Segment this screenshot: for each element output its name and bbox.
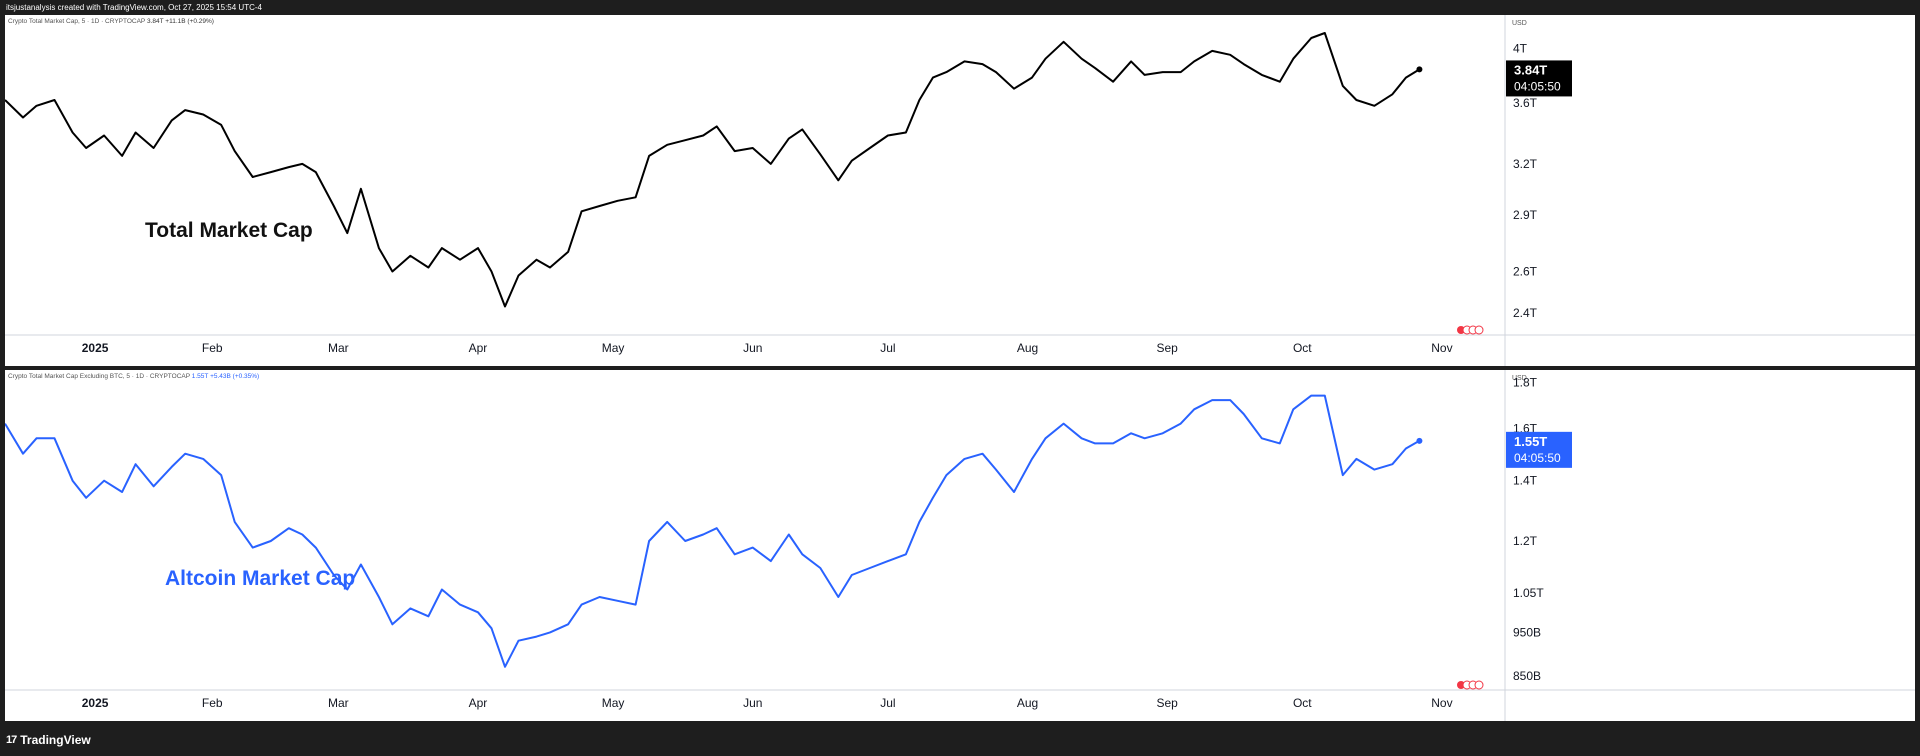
- x-tick-label: Jul: [880, 341, 895, 355]
- y-tick-label: 2.4T: [1513, 306, 1538, 320]
- x-tick-label: Nov: [1431, 341, 1452, 355]
- series-legend: Crypto Total Market Cap Excluding BTC, 5…: [8, 373, 259, 380]
- x-tick-label: May: [602, 341, 625, 355]
- bar-countdown-label: 04:05:50: [1514, 79, 1561, 93]
- x-tick-label: Jun: [743, 341, 762, 355]
- tradingview-logo-icon: 17: [6, 734, 17, 746]
- x-tick-label: Sep: [1156, 341, 1178, 355]
- y-tick-label: 3.6T: [1513, 96, 1538, 110]
- total-market-cap-chart[interactable]: Crypto Total Market Cap, 5 · 1D · CRYPTO…: [5, 15, 1915, 366]
- y-tick-label: 4T: [1513, 41, 1528, 55]
- y-tick-label: 850B: [1513, 669, 1541, 683]
- y-tick-label: 2.6T: [1513, 264, 1538, 278]
- chart-credit-header: itsjustanalysis created with TradingView…: [0, 0, 1920, 15]
- bar-countdown-label: 04:05:50: [1514, 451, 1561, 465]
- x-tick-label: Mar: [328, 696, 349, 710]
- series-legend-values: 3.84T +11.1B (+0.29%): [147, 18, 214, 25]
- x-tick-label: Mar: [328, 341, 349, 355]
- last-price-label: 3.84T: [1514, 62, 1547, 77]
- altcoin-market-cap-pane[interactable]: Crypto Total Market Cap Excluding BTC, 5…: [5, 370, 1915, 721]
- x-tick-label: May: [602, 696, 625, 710]
- events-flag-icon[interactable]: [1457, 325, 1484, 335]
- x-tick-label: Apr: [469, 341, 488, 355]
- y-tick-label: 1.2T: [1513, 534, 1538, 548]
- x-tick-label: Aug: [1017, 696, 1038, 710]
- y-tick-label: 950B: [1513, 625, 1541, 639]
- y-tick-label: 2.9T: [1513, 208, 1538, 222]
- currency-label: USD: [1512, 375, 1527, 382]
- series-line: [5, 32, 1420, 308]
- y-tick-label: 3.2T: [1513, 157, 1538, 171]
- x-tick-label: Nov: [1431, 696, 1452, 710]
- tradingview-brand-label: TradingView: [20, 733, 91, 747]
- x-tick-label: Oct: [1293, 341, 1312, 355]
- x-tick-label: Jun: [743, 696, 762, 710]
- x-tick-label: Feb: [202, 341, 223, 355]
- x-tick-label: Apr: [469, 696, 488, 710]
- last-price-label: 1.55T: [1514, 434, 1547, 449]
- series-legend-title: Crypto Total Market Cap Excluding BTC, 5…: [8, 373, 192, 380]
- y-tick-label: 1.4T: [1513, 474, 1538, 488]
- chart-annotation: Total Market Cap: [145, 219, 313, 242]
- x-tick-label: 2025: [82, 341, 109, 355]
- x-tick-label: 2025: [82, 696, 109, 710]
- x-tick-label: Feb: [202, 696, 223, 710]
- y-tick-label: 1.8T: [1513, 375, 1538, 389]
- x-tick-label: Aug: [1017, 341, 1038, 355]
- currency-label: USD: [1512, 20, 1527, 27]
- x-tick-label: Oct: [1293, 696, 1312, 710]
- series-legend-title: Crypto Total Market Cap, 5 · 1D · CRYPTO…: [8, 18, 147, 25]
- tradingview-brand[interactable]: 17 TradingView: [6, 733, 91, 747]
- last-price-box: [1506, 60, 1572, 97]
- last-price-box: [1506, 431, 1572, 468]
- altcoin-market-cap-chart[interactable]: Crypto Total Market Cap Excluding BTC, 5…: [5, 370, 1915, 721]
- last-price-marker: [1416, 66, 1423, 73]
- events-flag-icon[interactable]: [1457, 680, 1484, 690]
- footer-bar: 17 TradingView: [0, 724, 1920, 756]
- total-market-cap-pane[interactable]: Crypto Total Market Cap, 5 · 1D · CRYPTO…: [5, 15, 1915, 366]
- x-tick-label: Jul: [880, 696, 895, 710]
- y-tick-label: 1.05T: [1513, 586, 1544, 600]
- x-tick-label: Sep: [1156, 696, 1178, 710]
- chart-annotation: Altcoin Market Cap: [165, 567, 355, 590]
- series-line: [5, 394, 1420, 668]
- last-price-marker: [1416, 437, 1423, 444]
- series-legend: Crypto Total Market Cap, 5 · 1D · CRYPTO…: [8, 18, 214, 25]
- series-legend-values: 1.55T +5.43B (+0.35%): [192, 373, 259, 380]
